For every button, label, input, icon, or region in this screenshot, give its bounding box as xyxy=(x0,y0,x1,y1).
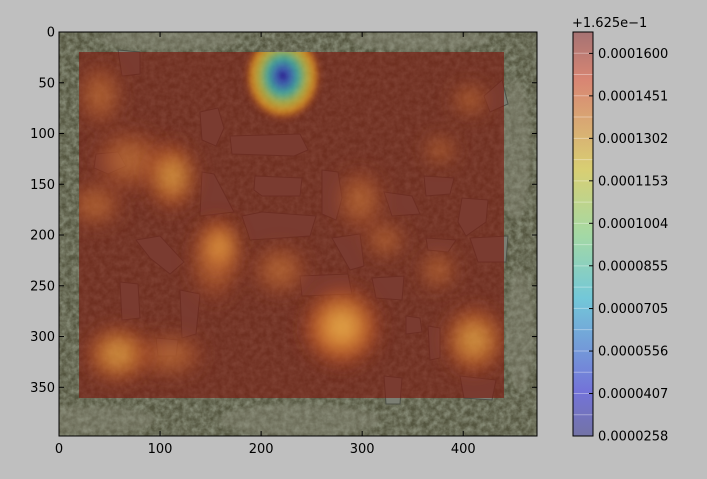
x-axis: 0 100 200 300 400 xyxy=(55,32,476,457)
colorbar-tick-label: 0.0001153 xyxy=(598,174,668,189)
colorbar-tick-label: 0.0000855 xyxy=(598,259,668,274)
colorbar-tick-label: 0.0001004 xyxy=(598,217,668,232)
colorbar-tick-label: 0.0000556 xyxy=(598,345,668,360)
y-axis: 0 50 100 150 200 250 300 350 xyxy=(30,26,537,396)
y-tick-label: 0 xyxy=(47,26,55,41)
heat-hotspot-2 xyxy=(442,304,504,376)
y-tick-label: 300 xyxy=(30,330,55,345)
colorbar-tick-label: 0.0000705 xyxy=(598,302,668,317)
x-tick-label: 200 xyxy=(249,442,274,457)
heat-hotspot-4 xyxy=(146,140,198,212)
colorbar-ticks: 0.0000258 0.0000407 0.0000556 0.0000705 0.00… xyxy=(589,47,668,445)
colorbar-frame xyxy=(572,31,594,437)
colorbar-offset-label: +1.625e−1 xyxy=(572,16,647,31)
y-tick-label: 200 xyxy=(30,229,55,244)
y-tick-label: 250 xyxy=(30,279,55,294)
colorbar-tick-label: 0.0001451 xyxy=(598,89,668,104)
x-tick-label: 400 xyxy=(451,442,476,457)
heat-overlay xyxy=(79,52,504,398)
colorbar-gradient xyxy=(573,32,593,436)
plot-frame xyxy=(58,31,538,437)
colorbar-tick-label: 0.0000407 xyxy=(598,387,668,402)
y-tick-label: 100 xyxy=(30,127,55,142)
x-tick-label: 0 xyxy=(55,442,63,457)
x-tick-label: 300 xyxy=(350,442,375,457)
heat-hotspot-1 xyxy=(302,282,382,370)
colorbar: +1.625e−1 0.00002580.00004070.00005560.0… xyxy=(572,16,668,445)
y-tick-label: 150 xyxy=(30,178,55,193)
heat-minimum xyxy=(243,52,323,122)
colorbar-tick-label: 0.0001600 xyxy=(598,47,668,62)
x-tick-label: 100 xyxy=(148,442,173,457)
y-tick-label: 350 xyxy=(30,381,55,396)
colorbar-tick-label: 0.0001302 xyxy=(598,132,668,147)
heat-hotspot-5 xyxy=(200,218,240,274)
heat-hotspots xyxy=(84,140,504,384)
plot-area xyxy=(59,32,537,436)
heat-hotspot-3 xyxy=(84,324,152,384)
ground-patches xyxy=(59,32,534,436)
y-tick-label: 50 xyxy=(38,76,55,91)
colorbar-tick-label: 0.0000258 xyxy=(598,430,668,445)
